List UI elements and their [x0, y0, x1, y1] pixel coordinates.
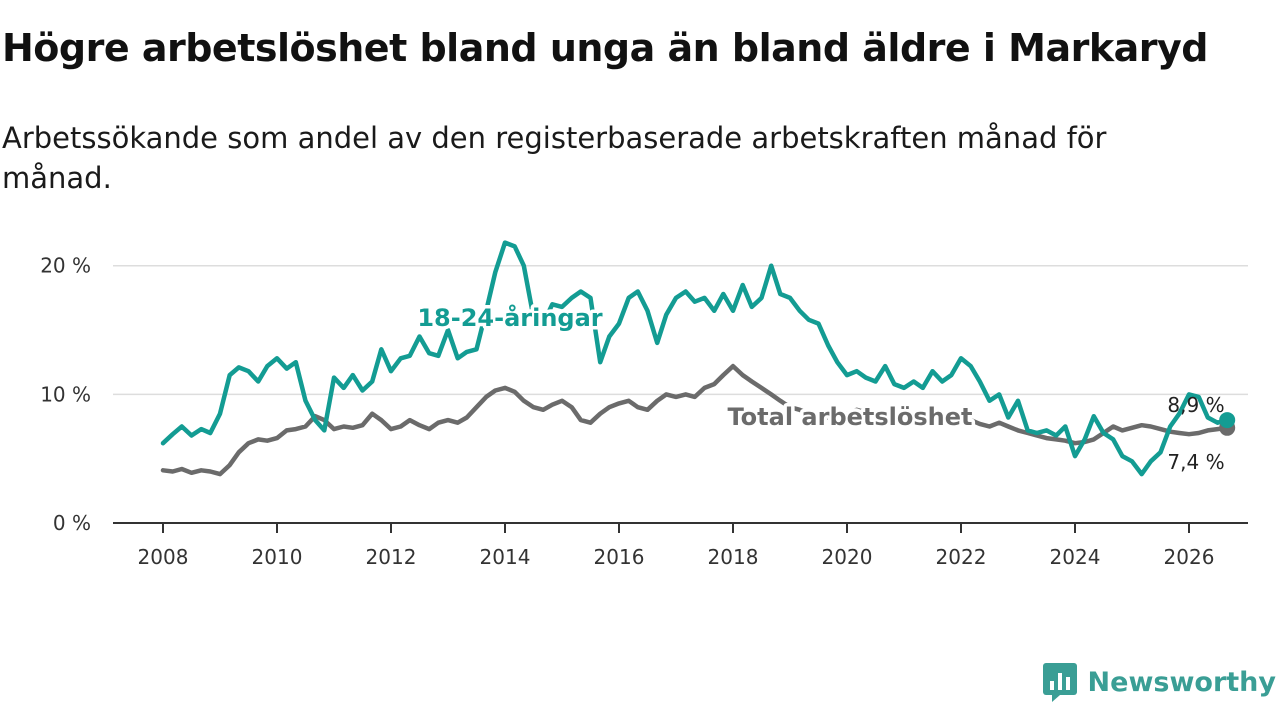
x-tick-label: 2026	[1164, 545, 1215, 569]
brand: Newsworthy	[1042, 662, 1276, 702]
end-label-youth: 8,9 %	[1167, 393, 1224, 417]
series-line-total	[160, 363, 1230, 477]
x-tick-label: 2022	[936, 545, 987, 569]
x-tick-label: 2012	[366, 545, 417, 569]
end-label-total: 7,4 %	[1167, 450, 1224, 474]
y-tick-label: 10 %	[40, 382, 91, 406]
x-tick-label: 2024	[1050, 545, 1101, 569]
x-tick-label: 2018	[708, 545, 759, 569]
series-label-youth: 18-24-åringar	[417, 303, 602, 332]
newsworthy-logo-icon	[1042, 663, 1077, 702]
chart-subtitle: Arbetssökande som andel av den registerb…	[2, 121, 1107, 195]
series-label-total: Total arbetslöshet	[727, 403, 972, 431]
brand-name: Newsworthy	[1087, 666, 1276, 698]
series-line-youth	[160, 240, 1230, 477]
x-tick-label: 2010	[252, 545, 303, 569]
x-tick-label: 2008	[138, 545, 189, 569]
chart-title: Högre arbetslöshet bland unga än bland ä…	[2, 26, 1208, 70]
x-tick-label: 2020	[822, 545, 873, 569]
y-tick-label: 0 %	[53, 511, 91, 535]
x-tick-label: 2014	[480, 545, 531, 569]
y-tick-label: 20 %	[40, 254, 91, 278]
x-tick-label: 2016	[594, 545, 645, 569]
end-marker-youth	[1219, 412, 1236, 429]
